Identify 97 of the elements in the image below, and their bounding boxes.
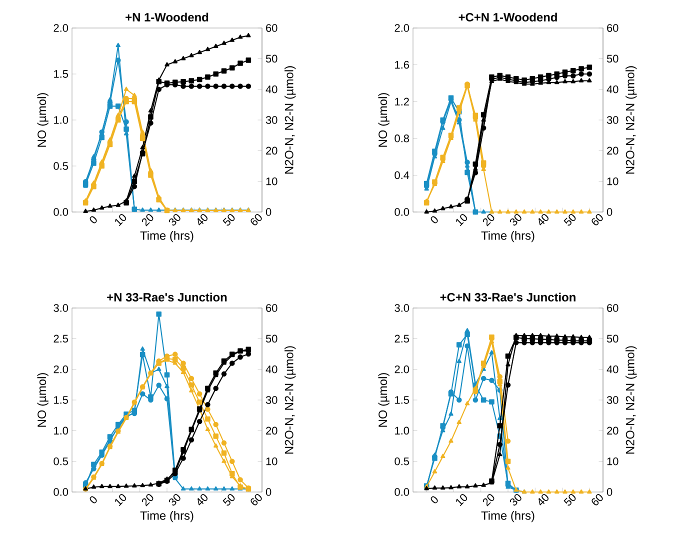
y-tick-label: 3.0	[394, 304, 410, 312]
x-tick-label: 40	[198, 214, 208, 226]
x-tick-label: 10	[456, 494, 468, 506]
y2-tick-label: 30	[266, 396, 278, 404]
y-axis-title: NO (µmol)	[378, 93, 390, 147]
y2-axis-title: N2O-N, N2-N (µmol)	[626, 66, 637, 174]
y2-tick-label: 40	[606, 365, 618, 374]
x-tick-label: 60	[592, 494, 603, 506]
y2-tick-label: 60	[266, 304, 278, 312]
x-tick-label: 60	[250, 494, 262, 506]
y2-tick-label: 30	[266, 116, 278, 124]
y-tick-label: 1.5	[395, 396, 410, 404]
y-tick-label: 2.0	[394, 365, 410, 374]
y-tick-label: 0.4	[394, 171, 410, 180]
y2-tick-label: 20	[266, 426, 278, 435]
x-tick-label: 0	[90, 216, 97, 224]
x-tick-label: 10	[456, 214, 468, 226]
x-tick-label: 40	[538, 494, 549, 506]
y-axis-title: NO (µmol)	[37, 373, 48, 427]
y-tick-label: 1.5	[54, 396, 68, 404]
y-axis-title: NO (µmol)	[378, 373, 390, 427]
x-tick-label: 30	[510, 214, 522, 226]
x-tick-label: 30	[510, 494, 522, 506]
x-tick-label: 0	[430, 216, 438, 224]
x-tick-label: 20	[142, 214, 154, 226]
y-tick-label: 0.5	[394, 457, 410, 466]
x-tick-label: 40	[538, 214, 549, 226]
y2-tick-label: 50	[266, 54, 278, 63]
y-tick-label: 0.5	[54, 162, 68, 170]
y2-tick-label: 20	[607, 146, 618, 155]
y2-tick-label: 0	[606, 208, 612, 216]
y-tick-label: 0.8	[394, 134, 409, 142]
y2-tick-label: 10	[266, 177, 278, 186]
y2-axis-title: N2O-N, N2-N (µmol)	[626, 346, 637, 454]
x-axis-title: Time (hrs)	[140, 231, 194, 242]
y-tick-label: 1.2	[395, 98, 409, 106]
y2-tick-label: 20	[607, 426, 618, 435]
y-tick-label: 3.0	[54, 304, 68, 312]
y2-tick-label: 0	[606, 488, 612, 496]
y2-tick-label: 60	[607, 304, 618, 312]
y2-tick-label: 40	[266, 365, 278, 374]
y-tick-label: 0.0	[394, 488, 410, 496]
x-axis-title: Time (hrs)	[481, 231, 534, 242]
y2-tick-label: 0	[266, 208, 272, 216]
chart-title: +C+N 1-Woodend	[458, 12, 557, 22]
y-tick-label: 0.0	[54, 488, 68, 496]
x-tick-label: 20	[142, 494, 154, 506]
x-tick-label: 20	[482, 214, 494, 226]
x-axis-title: Time (hrs)	[140, 511, 194, 522]
x-tick-label: 10	[115, 214, 126, 226]
x-tick-label: 60	[592, 214, 603, 226]
y-tick-label: 2.0	[54, 365, 68, 374]
y2-tick-label: 0	[266, 488, 272, 496]
chart-title: +N 1-Woodend	[126, 12, 208, 22]
x-tick-label: 10	[115, 494, 126, 506]
x-tick-label: 50	[564, 214, 576, 226]
x-tick-label: 50	[564, 494, 576, 506]
x-tick-label: 30	[168, 214, 180, 226]
y2-tick-label: 40	[606, 85, 618, 94]
y2-tick-label: 50	[606, 54, 618, 63]
y2-tick-label: 30	[606, 396, 618, 404]
y-tick-label: 1.6	[395, 60, 409, 69]
y-tick-label: 0.5	[54, 457, 68, 466]
x-tick-label: 50	[222, 494, 235, 506]
y-axis-title: NO (µmol)	[37, 93, 48, 147]
y-tick-label: 1.0	[395, 426, 410, 435]
y2-tick-label: 20	[266, 146, 278, 155]
y2-tick-label: 10	[607, 457, 618, 466]
y2-tick-label: 50	[266, 334, 278, 343]
chart-title: +N 33-Rae's Junction	[107, 292, 227, 302]
y-tick-label: 1.5	[54, 70, 68, 78]
y-tick-label: 2.0	[54, 24, 68, 32]
y2-axis-title: N2O-N, N2-N (µmol)	[284, 66, 296, 174]
y-tick-label: 2.5	[394, 334, 410, 343]
y-tick-label: 1.0	[54, 426, 68, 435]
y2-tick-label: 50	[606, 334, 618, 343]
y2-tick-label: 30	[606, 116, 618, 124]
x-tick-label: 0	[90, 496, 97, 504]
y2-tick-label: 60	[266, 24, 278, 32]
x-tick-label: 30	[168, 494, 180, 506]
y-tick-label: 0.0	[54, 208, 68, 216]
x-tick-label: 60	[250, 214, 262, 226]
y2-tick-label: 10	[607, 177, 618, 186]
x-tick-label: 20	[482, 494, 494, 506]
y2-axis-title: N2O-N, N2-N (µmol)	[284, 346, 296, 454]
y-tick-label: 2.0	[394, 24, 410, 32]
x-axis-title: Time (hrs)	[481, 511, 534, 522]
x-tick-label: 40	[198, 494, 208, 506]
y2-tick-label: 10	[266, 457, 278, 466]
y2-tick-label: 40	[266, 85, 278, 94]
x-tick-label: 0	[430, 496, 438, 504]
y-tick-label: 2.5	[54, 334, 68, 343]
x-tick-label: 50	[222, 214, 235, 226]
y-tick-label: 0.0	[394, 208, 410, 216]
y-tick-label: 1.0	[54, 116, 68, 124]
chart-title: +C+N 33-Rae's Junction	[440, 292, 576, 302]
y2-tick-label: 60	[607, 24, 618, 32]
